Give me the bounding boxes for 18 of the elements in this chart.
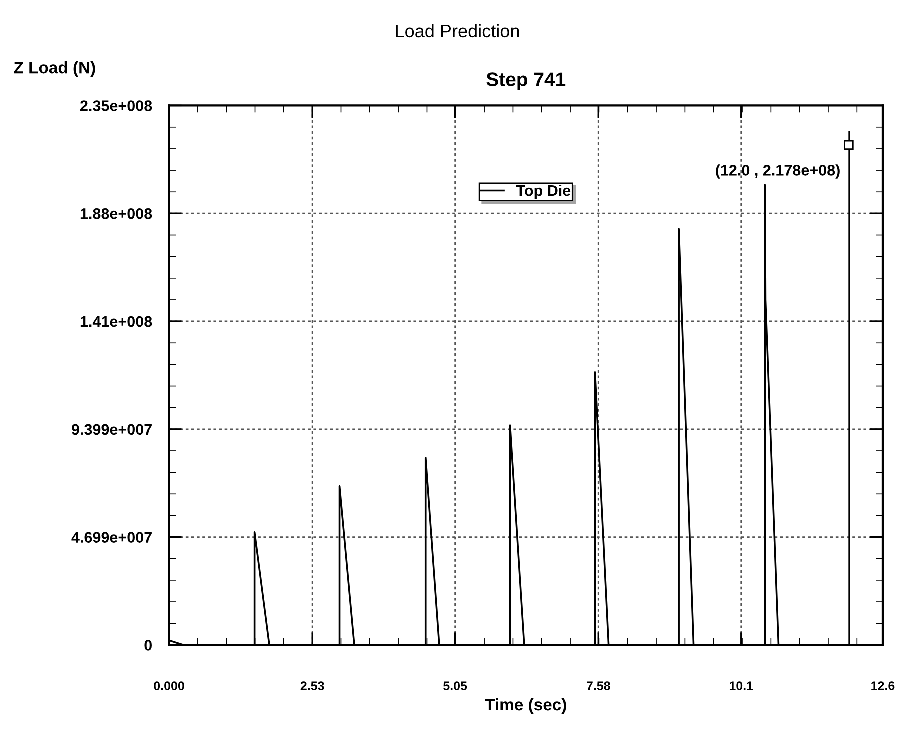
x-tick-label: 5.05 xyxy=(444,682,468,690)
x-tick-label: 10.1 xyxy=(730,682,754,690)
legend-label: Top Die xyxy=(516,185,571,200)
chart-title: Load Prediction xyxy=(396,24,520,38)
y-tick-label: 0 xyxy=(144,640,152,651)
y-tick-label: 2.35e+008 xyxy=(80,100,152,112)
y-axis-title: Z Load (N) xyxy=(14,61,96,78)
x-tick-label: 2.53 xyxy=(300,682,324,690)
y-tick-label: 9.399e+007 xyxy=(72,424,152,436)
x-tick-label: 12.6 xyxy=(872,682,895,690)
y-tick-label: 4.699e+007 xyxy=(72,532,152,543)
x-tick-label: 7.58 xyxy=(587,682,610,690)
y-tick-label: 1.41e+008 xyxy=(80,316,152,328)
annotation: (12.0 , 2.178e+08) xyxy=(716,164,840,179)
x-tick-label: 0.000 xyxy=(154,682,184,690)
y-tick-label: 1.88e+008 xyxy=(80,208,152,220)
x-axis-title: Time (sec) xyxy=(485,698,566,714)
chart-subtitle: Step 741 xyxy=(486,72,566,90)
